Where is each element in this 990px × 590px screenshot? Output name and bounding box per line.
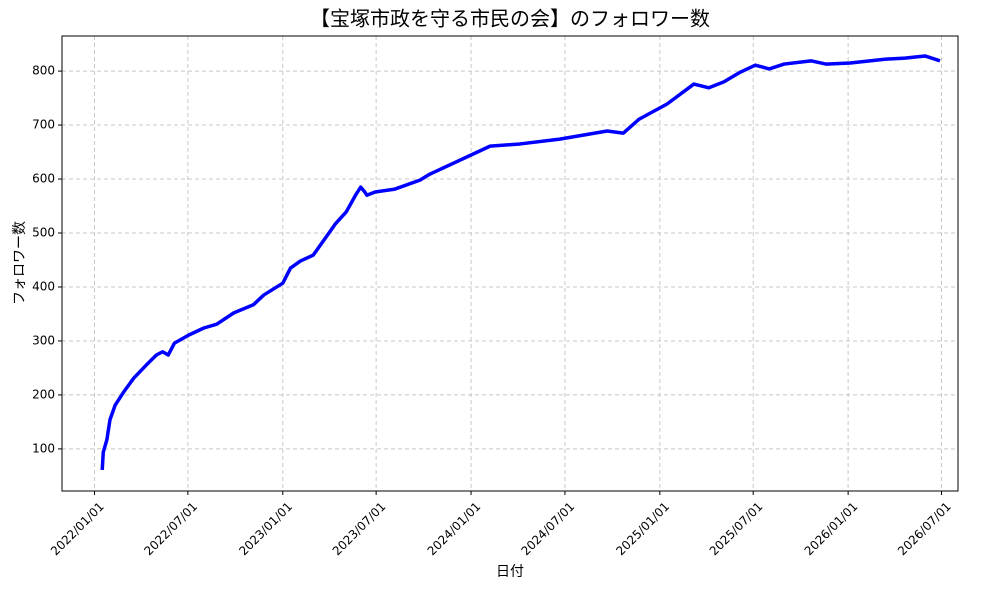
x-tick-label: 2025/01/01 (613, 499, 672, 558)
x-tick-label: 2023/01/01 (236, 499, 295, 558)
y-tick-label: 300 (32, 333, 55, 347)
data-line (100, 54, 941, 471)
y-tick-label: 700 (32, 118, 55, 132)
y-tick-label: 500 (32, 226, 55, 240)
x-tick-label: 2024/07/01 (518, 499, 577, 558)
y-tick-label: 600 (32, 172, 55, 186)
x-axis-label: 日付 (496, 564, 524, 580)
x-tick-label: 2026/07/01 (895, 499, 954, 558)
y-tick-label: 200 (32, 387, 55, 401)
x-tick-label: 2025/07/01 (707, 499, 766, 558)
y-tick-label: 800 (32, 64, 55, 78)
x-tick-label: 2023/07/01 (330, 499, 389, 558)
x-tick-label: 2022/07/01 (141, 499, 200, 558)
x-tick-label: 2022/01/01 (48, 499, 107, 558)
y-tick-label: 100 (32, 441, 55, 455)
plot-frame (61, 35, 959, 492)
x-tick-label: 2024/01/01 (425, 499, 484, 558)
y-tick-label: 400 (32, 279, 55, 293)
y-axis-label: フォロワー数 (12, 221, 28, 305)
chart-title: 【宝塚市政を守る市民の会】のフォロワー数 (310, 7, 710, 31)
x-tick-label: 2026/01/01 (802, 499, 861, 558)
